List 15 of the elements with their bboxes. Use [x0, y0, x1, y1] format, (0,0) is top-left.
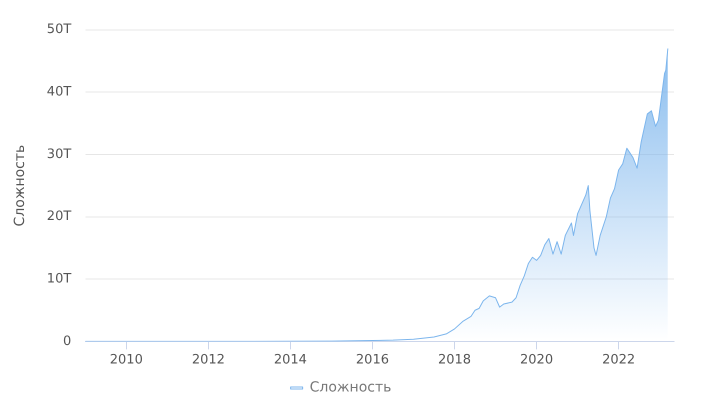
x-tick-label: 2014 — [274, 352, 307, 368]
x-tick-label: 2020 — [520, 352, 554, 368]
x-tick-label: 2012 — [192, 352, 225, 368]
y-tick-label: 0 — [63, 334, 72, 349]
y-tick-label: 40T — [46, 84, 72, 100]
x-tick-label: 2016 — [356, 352, 390, 368]
y-axis-title: Сложность — [12, 144, 28, 226]
x-tick-label: 2010 — [110, 352, 143, 368]
y-tick-label: 10T — [46, 271, 72, 286]
y-tick-label: 20T — [46, 209, 72, 224]
x-tick-label: 2022 — [602, 352, 636, 368]
y-tick-label: 30T — [46, 146, 72, 162]
x-tick-label: 2018 — [438, 352, 472, 368]
legend-label: Сложность — [310, 380, 392, 396]
y-tick-label: 50T — [46, 22, 72, 38]
